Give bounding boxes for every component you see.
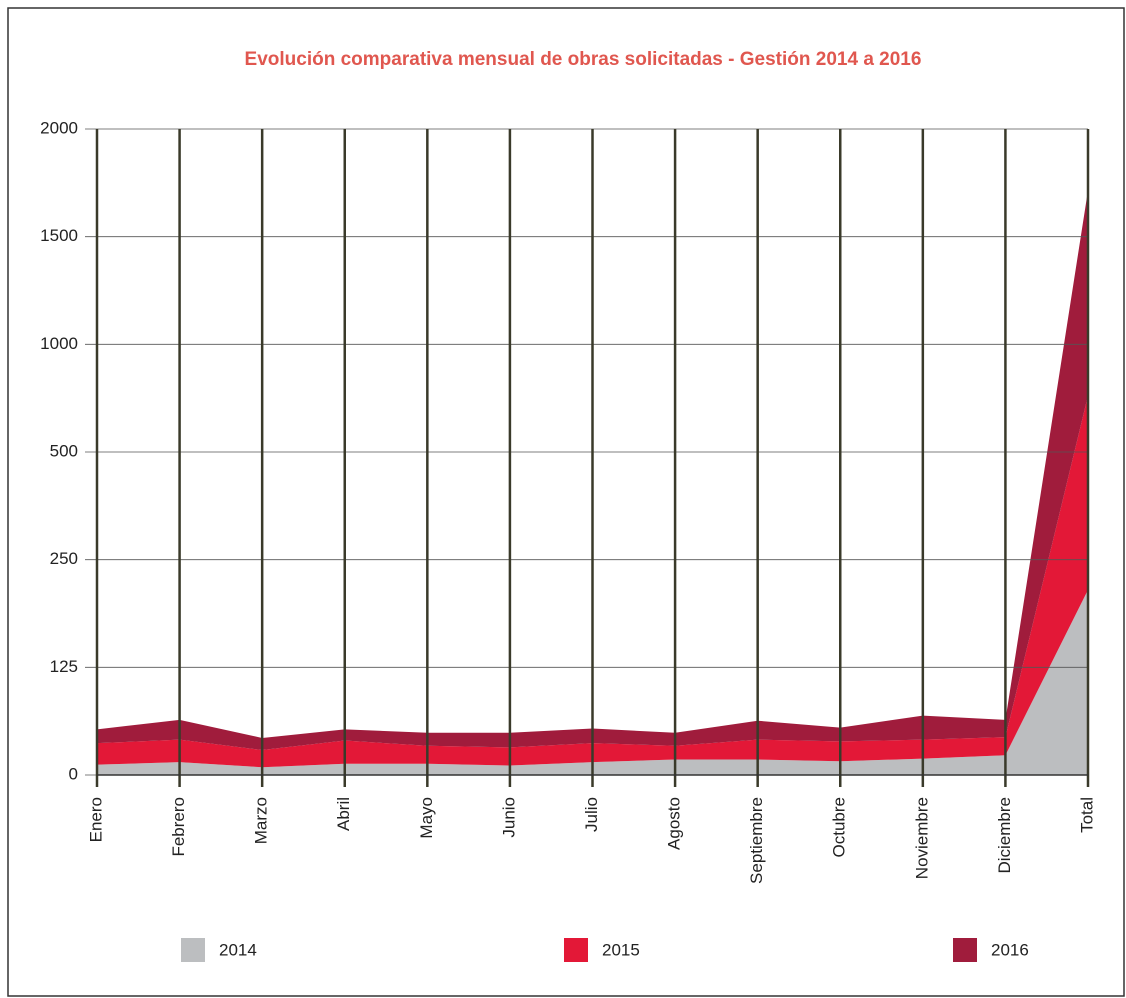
legend-label: 2014	[219, 940, 257, 959]
y-tick-label: 1500	[40, 226, 78, 245]
y-tick-label: 0	[69, 764, 78, 783]
y-tick-label: 1000	[40, 334, 78, 353]
x-tick-label: Febrero	[169, 797, 188, 857]
x-tick-label: Diciembre	[995, 797, 1014, 874]
legend-swatch	[564, 938, 588, 962]
y-tick-label: 250	[50, 549, 78, 568]
legend-label: 2015	[602, 940, 640, 959]
x-tick-label: Septiembre	[747, 797, 766, 884]
y-tick-label: 500	[50, 441, 78, 460]
y-tick-label: 2000	[40, 118, 78, 137]
y-tick-label: 125	[50, 657, 78, 676]
x-tick-label: Abril	[334, 797, 353, 831]
x-tick-label: Julio	[582, 797, 601, 832]
legend-swatch	[181, 938, 205, 962]
legend-swatch	[953, 938, 977, 962]
x-tick-label: Marzo	[252, 797, 271, 844]
x-tick-label: Mayo	[417, 797, 436, 839]
x-tick-label: Noviembre	[912, 797, 931, 879]
x-tick-label: Enero	[86, 797, 105, 842]
x-tick-label: Total	[1077, 797, 1096, 833]
legend-label: 2016	[991, 940, 1029, 959]
x-tick-label: Agosto	[665, 797, 684, 850]
x-tick-label: Junio	[499, 797, 518, 838]
chart-title: Evolución comparativa mensual de obras s…	[245, 49, 922, 70]
x-tick-label: Octubre	[830, 797, 849, 857]
area	[97, 589, 1088, 775]
frame	[7, 7, 1125, 997]
